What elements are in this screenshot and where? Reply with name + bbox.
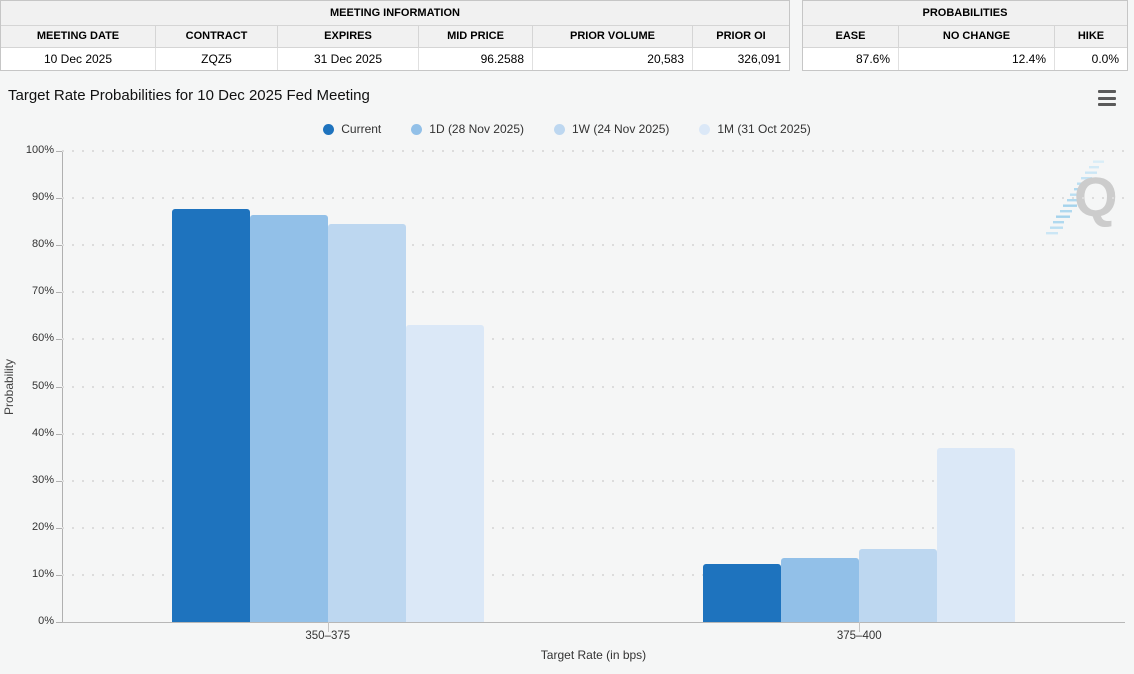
y-tick-label: 50% xyxy=(0,380,54,392)
legend-label: Current xyxy=(341,122,381,136)
prior-oi-value: 326,091 xyxy=(692,48,789,70)
prior-volume-value: 20,583 xyxy=(532,48,692,70)
mid-price-value: 96.2588 xyxy=(418,48,532,70)
col-prior-volume: PRIOR VOLUME xyxy=(532,26,692,47)
ease-value: 87.6% xyxy=(803,48,898,70)
category-band-375-400 xyxy=(594,151,1126,622)
hamburger-icon xyxy=(1098,90,1116,93)
col-no-change: NO CHANGE xyxy=(898,26,1054,47)
col-meeting-date: MEETING DATE xyxy=(1,26,155,47)
y-tick-label: 60% xyxy=(0,332,54,344)
x-axis-line xyxy=(62,622,1125,623)
y-tick-label: 100% xyxy=(0,144,54,156)
y-tick-label: 40% xyxy=(0,427,54,439)
y-tick-label: 10% xyxy=(0,568,54,580)
y-tick-label: 70% xyxy=(0,285,54,297)
bar-1d-28-nov-2025-375-400[interactable] xyxy=(781,558,859,622)
col-contract: CONTRACT xyxy=(155,26,277,47)
meeting-info-title: MEETING INFORMATION xyxy=(1,1,789,26)
col-ease: EASE xyxy=(803,26,898,47)
hike-value: 0.0% xyxy=(1054,48,1127,70)
probabilities-title: PROBABILITIES xyxy=(803,1,1127,26)
legend-label: 1D (28 Nov 2025) xyxy=(429,122,524,136)
legend-item-1d-28-nov-2025[interactable]: 1D (28 Nov 2025) xyxy=(411,122,524,136)
bar-1m-31-oct-2025-375-400[interactable] xyxy=(937,448,1015,622)
contract-value: ZQZ5 xyxy=(155,48,277,70)
meeting-date-value: 10 Dec 2025 xyxy=(1,48,155,70)
legend-dot-icon xyxy=(699,124,710,135)
col-expires: EXPIRES xyxy=(277,26,418,47)
legend-item-1m-31-oct-2025[interactable]: 1M (31 Oct 2025) xyxy=(699,122,810,136)
category-band-350-375 xyxy=(62,151,594,622)
legend-label: 1M (31 Oct 2025) xyxy=(717,122,810,136)
bar-current-350-375[interactable] xyxy=(172,209,250,622)
probabilities-header-row: EASE NO CHANGE HIKE xyxy=(803,26,1127,48)
bar-1d-28-nov-2025-350-375[interactable] xyxy=(250,215,328,622)
y-axis-tick xyxy=(56,622,62,623)
legend-item-1w-24-nov-2025[interactable]: 1W (24 Nov 2025) xyxy=(554,122,669,136)
probabilities-table: PROBABILITIES EASE NO CHANGE HIKE 87.6% … xyxy=(802,0,1128,71)
col-prior-oi: PRIOR OI xyxy=(692,26,789,47)
bar-current-375-400[interactable] xyxy=(703,564,781,622)
col-mid-price: MID PRICE xyxy=(418,26,532,47)
meeting-information-table: MEETING INFORMATION MEETING DATE CONTRAC… xyxy=(0,0,790,71)
bar-1w-24-nov-2025-350-375[interactable] xyxy=(328,224,406,622)
x-category-label-350-375: 350–375 xyxy=(228,630,428,642)
legend-item-current[interactable]: Current xyxy=(323,122,381,136)
y-tick-label: 80% xyxy=(0,238,54,250)
x-axis-title: Target Rate (in bps) xyxy=(62,648,1125,662)
meeting-info-header-row: MEETING DATE CONTRACT EXPIRES MID PRICE … xyxy=(1,26,789,48)
chart-title: Target Rate Probabilities for 10 Dec 202… xyxy=(8,87,370,104)
y-tick-label: 0% xyxy=(0,615,54,627)
bar-1w-24-nov-2025-375-400[interactable] xyxy=(859,549,937,622)
legend-dot-icon xyxy=(554,124,565,135)
no-change-value: 12.4% xyxy=(898,48,1054,70)
legend-dot-icon xyxy=(411,124,422,135)
legend-dot-icon xyxy=(323,124,334,135)
expires-value: 31 Dec 2025 xyxy=(277,48,418,70)
meeting-info-value-row: 10 Dec 2025 ZQZ5 31 Dec 2025 96.2588 20,… xyxy=(1,48,789,70)
y-tick-label: 30% xyxy=(0,474,54,486)
probabilities-value-row: 87.6% 12.4% 0.0% xyxy=(803,48,1127,70)
hamburger-icon xyxy=(1098,97,1116,100)
y-tick-label: 20% xyxy=(0,521,54,533)
chart-menu-button[interactable] xyxy=(1098,90,1118,106)
col-hike: HIKE xyxy=(1054,26,1127,47)
chart-legend: Current 1D (28 Nov 2025) 1W (24 Nov 2025) 1… xyxy=(0,122,1134,136)
bar-1m-31-oct-2025-350-375[interactable] xyxy=(406,325,484,622)
x-category-label-375-400: 375–400 xyxy=(759,630,959,642)
hamburger-icon xyxy=(1098,103,1116,106)
legend-label: 1W (24 Nov 2025) xyxy=(572,122,669,136)
fedwatch-chart: Target Rate Probabilities for 10 Dec 202… xyxy=(0,80,1134,674)
y-tick-label: 90% xyxy=(0,191,54,203)
